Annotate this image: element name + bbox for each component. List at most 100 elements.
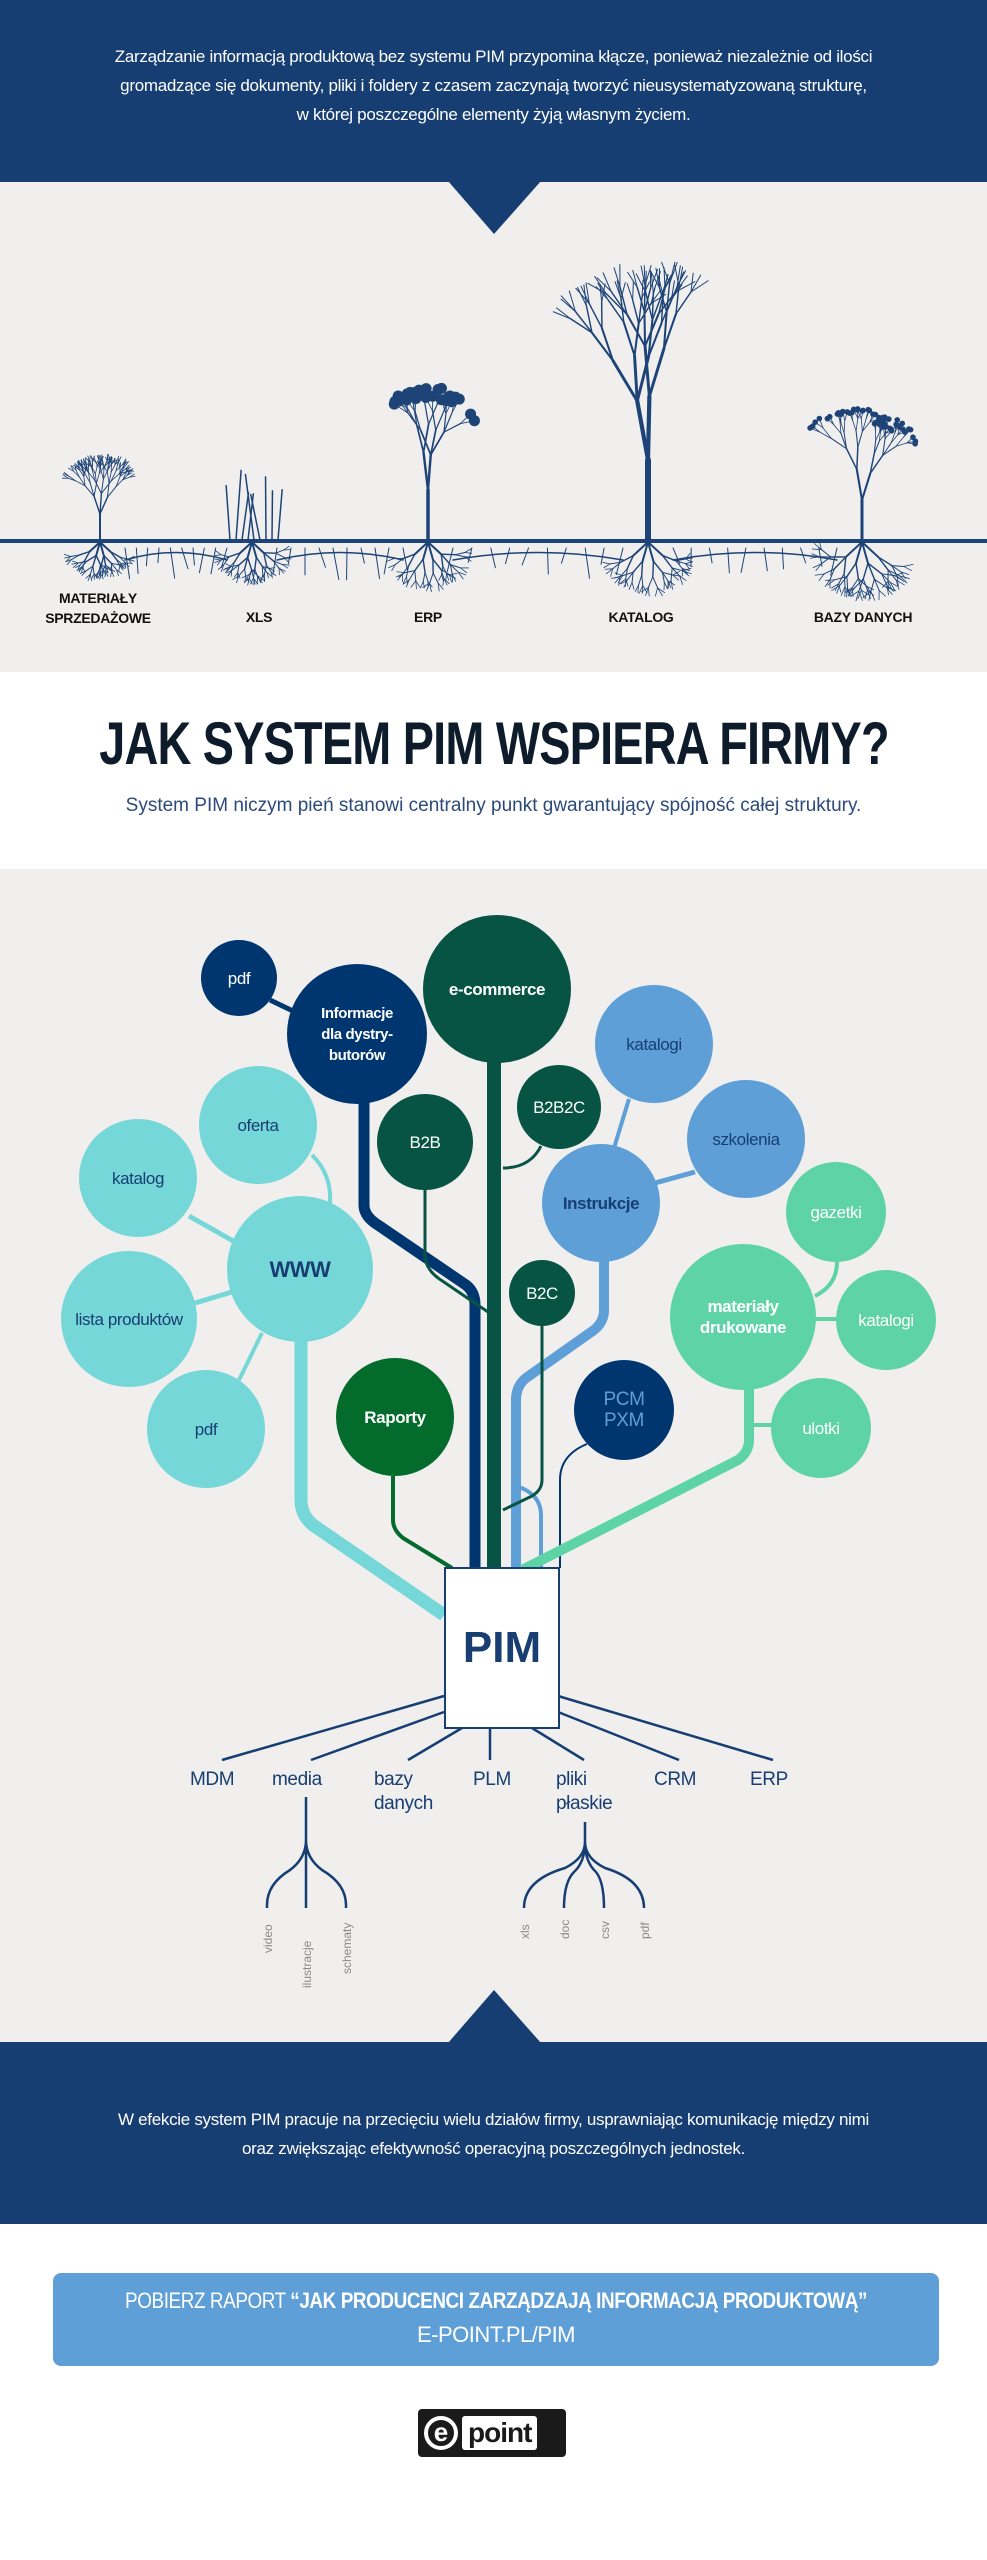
branch bbox=[129, 475, 136, 478]
branch bbox=[414, 558, 424, 572]
plant-label-materialy: MATERIAŁY SPRZEDAŻOWE bbox=[45, 590, 151, 626]
link-lista bbox=[194, 1289, 233, 1306]
branch bbox=[882, 581, 889, 588]
berry bbox=[899, 420, 906, 427]
branch bbox=[253, 577, 259, 585]
branch bbox=[237, 572, 241, 579]
branch bbox=[125, 467, 130, 474]
berry bbox=[435, 382, 447, 394]
branch bbox=[873, 578, 880, 591]
branch bbox=[63, 553, 72, 557]
rhizome bbox=[672, 551, 838, 561]
branch bbox=[281, 564, 290, 566]
file-item-label: doc bbox=[558, 1919, 572, 1939]
branch bbox=[857, 578, 868, 587]
branch bbox=[422, 558, 426, 574]
branch bbox=[431, 410, 437, 431]
rhizome-root bbox=[192, 547, 195, 566]
branch bbox=[855, 468, 864, 502]
epoint-logo[interactable]: e point bbox=[418, 2409, 566, 2457]
branch bbox=[391, 564, 396, 572]
branch bbox=[454, 552, 466, 556]
branch bbox=[610, 568, 614, 577]
branch bbox=[893, 575, 902, 581]
branch bbox=[437, 582, 444, 590]
plant-bush-icon bbox=[61, 453, 136, 582]
branch bbox=[638, 574, 643, 586]
branch bbox=[647, 576, 654, 588]
rhizome-root bbox=[272, 547, 278, 575]
branch bbox=[895, 442, 908, 447]
trunk-instrukcje bbox=[511, 1258, 609, 1568]
branch bbox=[845, 447, 858, 471]
branch bbox=[867, 562, 876, 580]
branch bbox=[402, 579, 410, 585]
branch bbox=[819, 431, 832, 440]
branch bbox=[887, 581, 889, 591]
branch bbox=[420, 581, 424, 589]
branch bbox=[446, 573, 450, 581]
branch bbox=[248, 577, 253, 585]
branch bbox=[103, 569, 107, 576]
branch bbox=[867, 589, 871, 600]
branch bbox=[84, 485, 95, 497]
download-report-button[interactable]: POBIERZ RAPORT “JAK PRODUCENCI ZARZĄDZAJ… bbox=[53, 2273, 939, 2366]
branch bbox=[432, 558, 442, 570]
node-label: katalogi bbox=[626, 1034, 682, 1054]
branch bbox=[588, 303, 603, 329]
branch bbox=[843, 573, 846, 588]
branch bbox=[275, 552, 285, 558]
rhizome-root bbox=[505, 547, 511, 565]
node-gazetki: gazetki bbox=[786, 1162, 886, 1262]
berry bbox=[894, 417, 901, 423]
cta-url[interactable]: E-POINT.PL/PIM bbox=[416, 2322, 576, 2347]
branch bbox=[397, 573, 403, 581]
branch bbox=[115, 462, 119, 472]
branch bbox=[234, 572, 239, 578]
branch bbox=[104, 564, 111, 570]
branch bbox=[85, 565, 94, 572]
branch bbox=[895, 436, 905, 447]
branch bbox=[99, 563, 105, 571]
branch bbox=[102, 468, 105, 480]
node-label: ulotki bbox=[802, 1418, 840, 1438]
branch bbox=[91, 461, 94, 470]
branch bbox=[442, 578, 445, 586]
branch bbox=[122, 474, 128, 481]
grass-blade bbox=[244, 473, 255, 541]
node-ulotki: ulotki bbox=[771, 1378, 871, 1478]
branch bbox=[690, 274, 702, 293]
system-label: MDM bbox=[190, 1769, 235, 1790]
branch bbox=[98, 461, 104, 466]
branch bbox=[838, 573, 845, 585]
branch bbox=[414, 410, 422, 431]
branch bbox=[657, 587, 666, 594]
branch bbox=[85, 457, 90, 463]
rhizome-root bbox=[672, 547, 681, 565]
branch bbox=[99, 563, 107, 569]
link-katalog bbox=[187, 1213, 237, 1245]
branch bbox=[109, 458, 112, 465]
node-label: B2C bbox=[526, 1283, 558, 1303]
branch bbox=[432, 572, 439, 584]
berry bbox=[812, 419, 818, 425]
branch bbox=[610, 290, 628, 316]
branch bbox=[661, 261, 671, 285]
page-title: JAK SYSTEM PIM WSPIERA FIRMY? bbox=[0, 708, 987, 780]
branch bbox=[103, 569, 109, 573]
branch bbox=[402, 565, 409, 575]
branch bbox=[119, 468, 124, 477]
branch bbox=[870, 578, 875, 592]
branch bbox=[278, 567, 285, 574]
branch bbox=[440, 553, 444, 568]
rhizome-root bbox=[615, 547, 624, 576]
branch bbox=[672, 571, 680, 576]
branch bbox=[111, 458, 116, 465]
plant-label-bazy-danych: BAZY DANYCH bbox=[813, 609, 913, 625]
branch bbox=[98, 466, 105, 475]
branch bbox=[233, 552, 241, 563]
branch bbox=[105, 571, 109, 577]
branch bbox=[893, 572, 904, 576]
branch bbox=[438, 574, 442, 581]
pim-tree-connectors bbox=[187, 997, 839, 2043]
